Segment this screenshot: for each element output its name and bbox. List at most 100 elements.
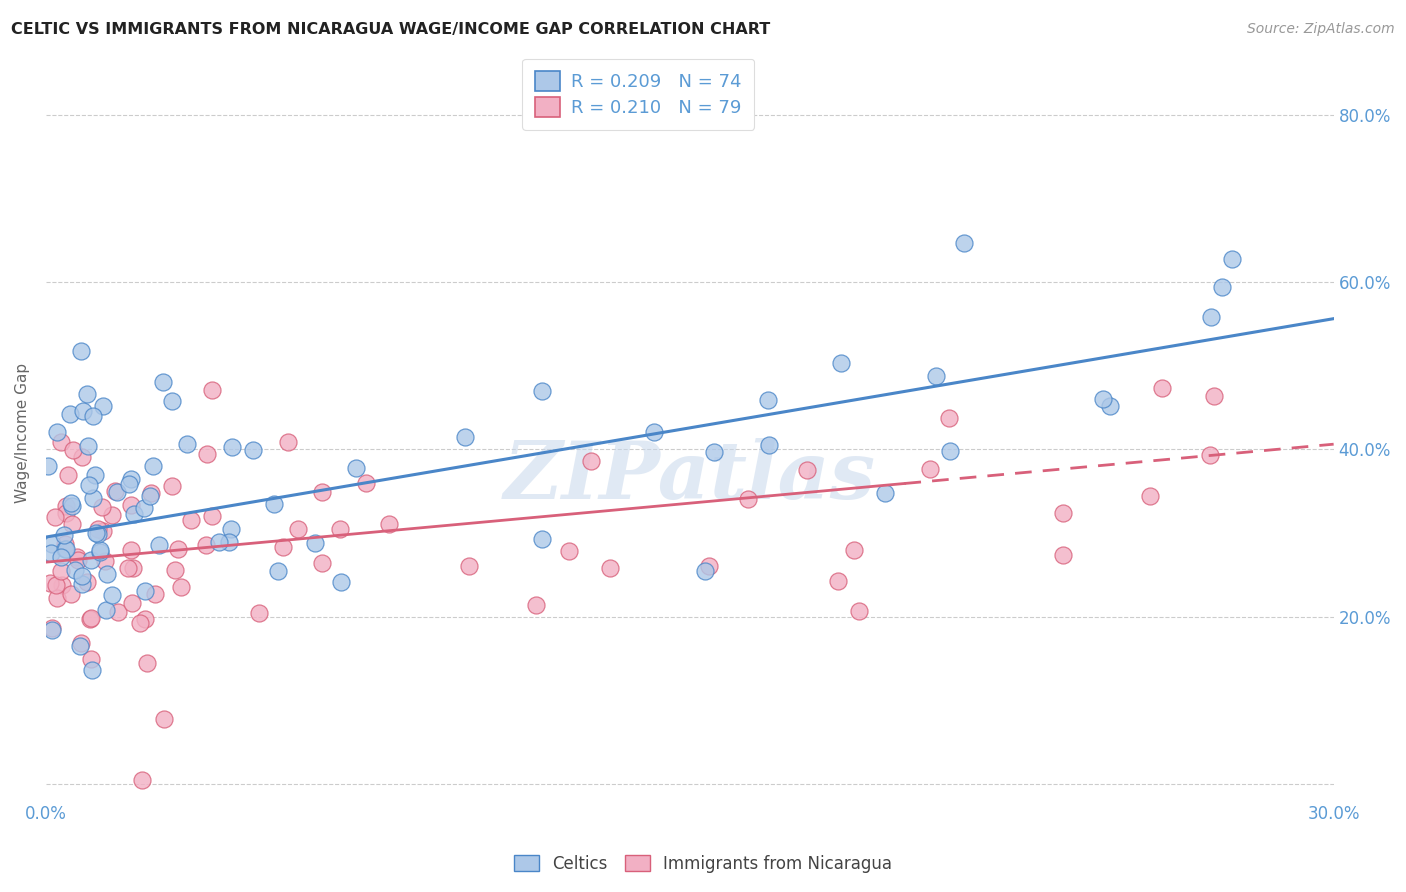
Point — [201, 509, 224, 524]
Point — [90, 500, 112, 514]
Point — [121, 543, 143, 558]
Point — [201, 383, 224, 397]
Point — [1199, 448, 1222, 462]
Text: Source: ZipAtlas.com: Source: ZipAtlas.com — [1247, 22, 1395, 37]
Point — [141, 486, 163, 500]
Point — [105, 485, 128, 500]
Point — [693, 564, 716, 578]
Point — [59, 496, 82, 510]
Point — [76, 575, 98, 590]
Point — [311, 484, 333, 499]
Text: ZIPatlas: ZIPatlas — [503, 438, 876, 516]
Point — [38, 576, 60, 591]
Point — [247, 606, 270, 620]
Point — [827, 574, 849, 589]
Point — [208, 534, 231, 549]
Point — [83, 468, 105, 483]
Point — [60, 500, 83, 514]
Point — [41, 537, 63, 551]
Point — [66, 553, 89, 567]
Point — [918, 462, 941, 476]
Point — [80, 652, 103, 666]
Point — [1202, 389, 1225, 403]
Point — [37, 458, 59, 473]
Point — [107, 605, 129, 619]
Point — [53, 542, 76, 557]
Point — [454, 430, 477, 444]
Point — [91, 524, 114, 538]
Point — [82, 409, 104, 423]
Point — [134, 500, 156, 515]
Point — [756, 393, 779, 408]
Point — [70, 450, 93, 464]
Point — [134, 612, 156, 626]
Point — [266, 564, 288, 578]
Point — [94, 603, 117, 617]
Point — [329, 522, 352, 536]
Point — [62, 442, 84, 457]
Point — [1091, 392, 1114, 407]
Point — [46, 425, 69, 439]
Point — [79, 612, 101, 626]
Point — [329, 574, 352, 589]
Point — [131, 772, 153, 787]
Point — [52, 528, 75, 542]
Legend: Celtics, Immigrants from Nicaragua: Celtics, Immigrants from Nicaragua — [508, 848, 898, 880]
Point — [643, 425, 665, 440]
Point — [531, 384, 554, 398]
Point — [117, 561, 139, 575]
Point — [70, 577, 93, 591]
Point — [271, 540, 294, 554]
Point — [242, 442, 264, 457]
Point — [195, 538, 218, 552]
Point — [128, 615, 150, 630]
Point — [89, 545, 111, 559]
Point — [180, 513, 202, 527]
Point — [219, 523, 242, 537]
Point — [524, 599, 547, 613]
Point — [737, 491, 759, 506]
Point — [45, 591, 67, 605]
Point — [139, 489, 162, 503]
Point — [160, 479, 183, 493]
Point — [55, 500, 77, 514]
Point — [122, 561, 145, 575]
Point — [703, 445, 725, 459]
Point — [53, 537, 76, 551]
Point — [59, 407, 82, 421]
Point — [100, 588, 122, 602]
Point — [77, 477, 100, 491]
Point — [457, 559, 479, 574]
Point — [82, 664, 104, 678]
Point — [1052, 548, 1074, 562]
Point — [143, 587, 166, 601]
Point — [49, 564, 72, 578]
Point — [59, 587, 82, 601]
Point — [41, 621, 63, 635]
Point — [91, 399, 114, 413]
Point — [263, 498, 285, 512]
Point — [44, 510, 66, 524]
Point — [70, 344, 93, 359]
Point — [120, 472, 142, 486]
Point — [938, 444, 960, 458]
Point — [69, 636, 91, 650]
Point — [76, 386, 98, 401]
Point — [84, 526, 107, 541]
Point — [344, 461, 367, 475]
Point — [93, 554, 115, 568]
Point — [1152, 381, 1174, 395]
Point — [51, 550, 73, 565]
Point — [82, 491, 104, 505]
Legend: R = 0.209   N = 74, R = 0.210   N = 79: R = 0.209 N = 74, R = 0.210 N = 79 — [523, 59, 754, 130]
Point — [80, 611, 103, 625]
Point — [697, 559, 720, 574]
Point — [176, 437, 198, 451]
Point — [287, 523, 309, 537]
Point — [72, 404, 94, 418]
Point — [1222, 252, 1244, 267]
Point — [122, 507, 145, 521]
Point — [148, 538, 170, 552]
Point — [1052, 506, 1074, 520]
Point — [842, 543, 865, 558]
